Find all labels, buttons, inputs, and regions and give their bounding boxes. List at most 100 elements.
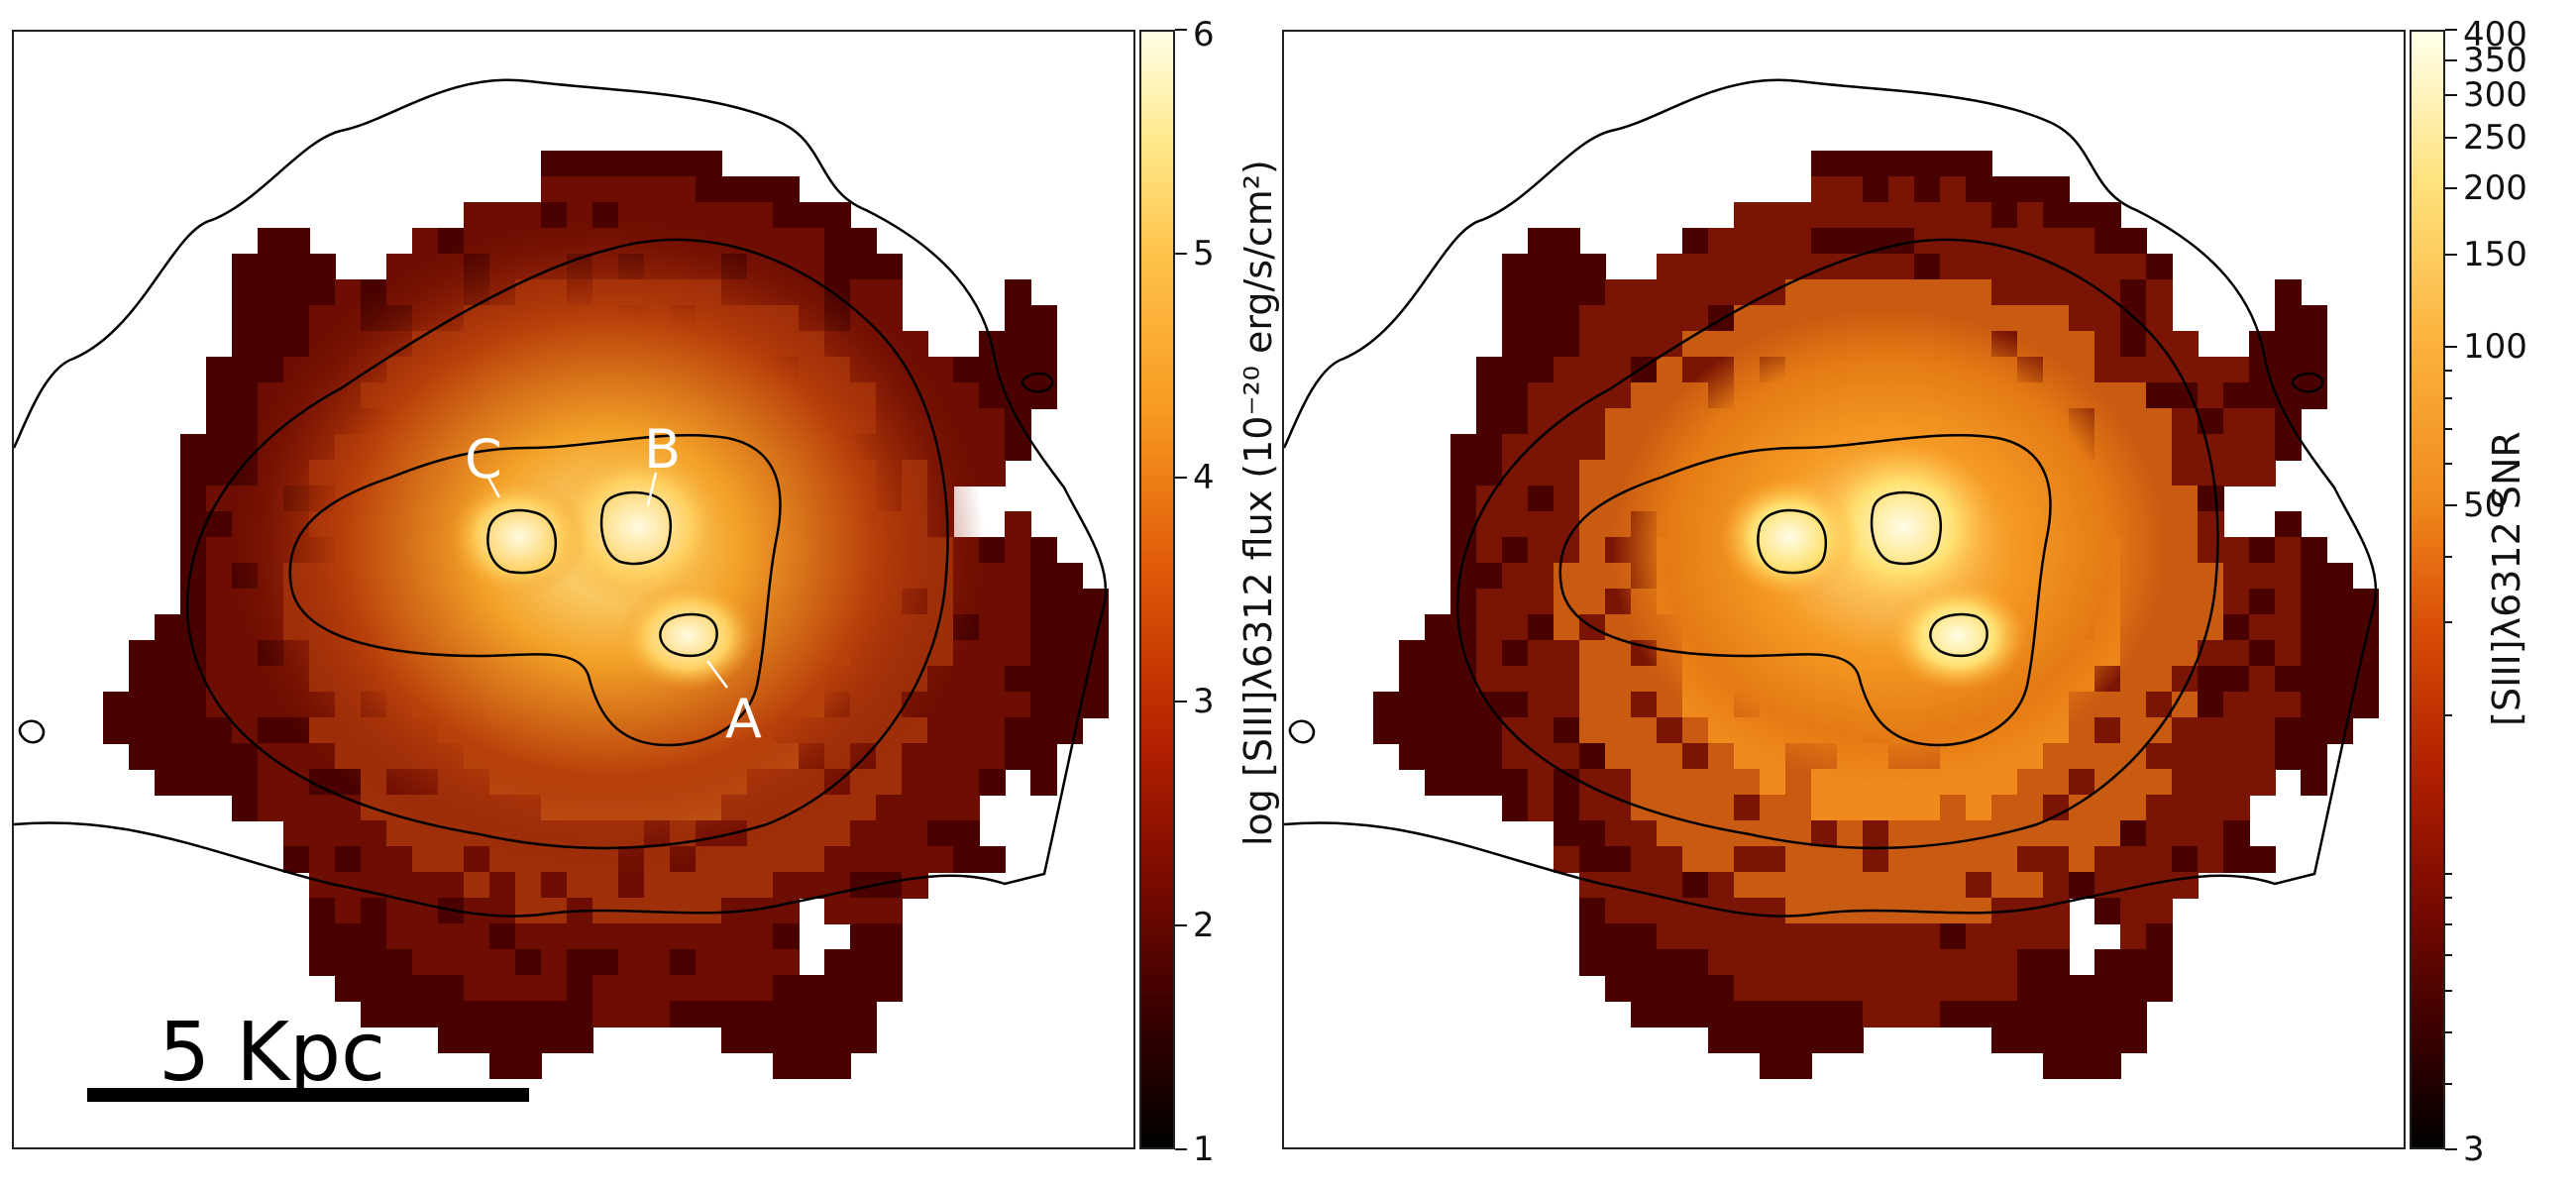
snr-bin (1966, 872, 1992, 899)
snr-bin (1605, 692, 1632, 718)
snr-bin (2301, 717, 2327, 744)
snr-bin (1914, 202, 1941, 229)
snr-bin (1785, 795, 1812, 821)
snr-bin (1605, 975, 1632, 1002)
flux-colorbar-tick-label: 1 (1193, 1130, 1215, 1169)
snr-bin (1760, 795, 1786, 821)
snr-bin (2017, 1001, 2044, 1027)
snr-bin (1863, 795, 1889, 821)
snr-bin (1811, 795, 1838, 821)
flux-bin (283, 279, 310, 306)
snr-bin (1579, 640, 1606, 667)
snr-bin (1966, 795, 1992, 821)
snr-bin (1605, 820, 1632, 847)
flux-bin (541, 176, 568, 203)
snr-bin (2249, 434, 2276, 461)
snr-bin (2275, 640, 2302, 667)
flux-bin (1005, 743, 1031, 770)
snr-bin (2094, 898, 2121, 924)
flux-bin (696, 151, 722, 177)
snr-bin (2146, 254, 2173, 280)
snr-bin (2249, 666, 2276, 693)
knot-labels: A B C (465, 418, 762, 750)
flux-bin (155, 692, 181, 718)
snr-colorbar-tick-mark (2445, 346, 2457, 349)
snr-bin (2249, 460, 2276, 486)
snr-bin (2043, 846, 2070, 873)
snr-bin (1785, 898, 1812, 924)
snr-bin (1785, 949, 1812, 976)
flux-bin (515, 872, 542, 899)
snr-bin (2198, 563, 2224, 590)
snr-bin (1502, 331, 1529, 358)
snr-bin (1476, 537, 1503, 564)
snr-bin (1528, 589, 1555, 615)
snr-bin (2043, 279, 2070, 306)
flux-bin (567, 923, 593, 950)
snr-bin (2172, 846, 2199, 873)
snr-bin (1528, 486, 1555, 512)
flux-bin (283, 305, 310, 332)
snr-bin (2172, 820, 2199, 847)
snr-bin (1528, 692, 1555, 718)
snr-bin (2249, 382, 2276, 409)
snr-bin (1631, 331, 1658, 358)
flux-bin (824, 1001, 851, 1027)
snr-bin (2275, 743, 2302, 770)
flux-bin (309, 898, 336, 924)
snr-bin (1579, 666, 1606, 693)
snr-bin (1991, 769, 2018, 796)
snr-bin (1657, 717, 1683, 744)
flux-bin (979, 846, 1006, 873)
snr-bin (1631, 743, 1658, 770)
snr-bin (1425, 769, 1451, 796)
flux-bin (773, 1052, 800, 1079)
snr-bin (2223, 614, 2250, 641)
flux-bin (541, 975, 568, 1002)
snr-bin (1708, 1001, 1735, 1027)
snr-colorbar-tick-mark (2445, 253, 2457, 256)
snr-bin (2120, 357, 2147, 383)
snr-bin (1605, 279, 1632, 306)
flux-bin (902, 795, 928, 821)
snr-bin (1760, 1001, 1786, 1027)
snr-bin (1605, 357, 1632, 383)
flux-bin (335, 898, 362, 924)
flux-bin (309, 795, 336, 821)
snr-bin (1631, 692, 1658, 718)
snr-bin (1554, 279, 1580, 306)
snr-bin (2326, 563, 2353, 590)
knot-c-glow (450, 478, 589, 596)
flux-colorbar (1139, 30, 1175, 1149)
flux-bin (335, 975, 362, 1002)
flux-bin (592, 975, 619, 1002)
snr-bin (1991, 923, 2018, 950)
snr-bin (2275, 717, 2302, 744)
flux-bin (438, 1001, 465, 1027)
flux-bin (567, 151, 593, 177)
snr-bin (1888, 923, 1915, 950)
snr-bin (2326, 614, 2353, 641)
snr-bin (1502, 717, 1529, 744)
snr-bin (1528, 563, 1555, 590)
snr-bin (1528, 408, 1555, 435)
flux-bin (541, 1001, 568, 1027)
snr-bin (2017, 279, 2044, 306)
snr-bin (1760, 846, 1786, 873)
snr-bin (2043, 872, 2070, 899)
snr-bin (1682, 1001, 1709, 1027)
snr-bin (1863, 846, 1889, 873)
flux-bin (412, 846, 439, 873)
snr-colorbar-tick-mark (2445, 504, 2457, 507)
snr-bin (1631, 717, 1658, 744)
flux-bin (232, 382, 259, 409)
flux-bin (1030, 692, 1057, 718)
contour-outer (1284, 78, 2378, 918)
flux-bin (953, 357, 980, 383)
snr-bin (2146, 382, 2173, 409)
flux-bin (824, 846, 851, 873)
snr-bin (2120, 254, 2147, 280)
snr-bin (1785, 202, 1812, 229)
flux-bin (979, 717, 1006, 744)
snr-bin (1528, 666, 1555, 693)
